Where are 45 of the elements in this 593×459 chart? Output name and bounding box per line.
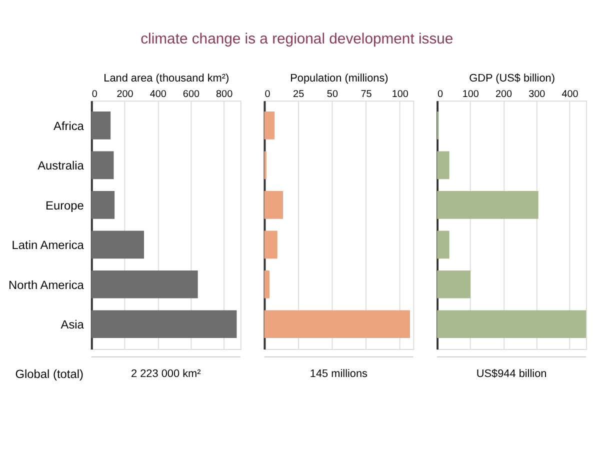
bar [437, 310, 586, 338]
x-tick-label: 0 [264, 89, 271, 100]
y-tick-label: North America [8, 278, 84, 292]
bar [91, 230, 144, 259]
bar [264, 310, 410, 338]
bar [91, 112, 111, 140]
bar [437, 151, 450, 180]
bar [91, 310, 237, 338]
x-tick-label: 0 [438, 89, 444, 100]
x-tick-label: 400 [562, 89, 579, 100]
text: Global (total) [15, 366, 84, 381]
x-tick-label: 400 [150, 89, 167, 100]
x-tick-label: 100 [392, 89, 409, 100]
bar [91, 270, 198, 298]
text: 145 millions [310, 368, 368, 380]
x-tick-label: 100 [462, 89, 480, 100]
x-tick-label: 25 [293, 89, 305, 100]
y-tick-label: Europe [46, 198, 84, 212]
y-tick-label: Africa [53, 118, 84, 133]
bar [437, 191, 538, 219]
y-tick-label: Australia [38, 158, 84, 173]
x-tick-label: 200 [116, 89, 134, 100]
x-tick-label: 200 [495, 89, 513, 100]
bar [91, 191, 115, 219]
text: 2 223 000 km² [131, 368, 202, 380]
bar [264, 230, 278, 259]
y-tick-label: Asia [60, 318, 84, 332]
bar [437, 270, 470, 298]
bar [437, 230, 450, 259]
bar [264, 112, 275, 140]
text: US$944 billion [476, 368, 547, 380]
bar [264, 270, 270, 298]
x-tick-label: 0 [92, 89, 98, 100]
x-axis-title: Land area (thousand km²) [104, 72, 230, 84]
x-tick-label: 50 [326, 89, 338, 100]
x-tick-label: 300 [528, 89, 546, 100]
text: climate change is a regional development issue [140, 32, 454, 48]
x-tick-label: 800 [216, 89, 234, 100]
bar [264, 191, 284, 219]
x-axis-title: GDP (US$ billion) [469, 72, 555, 84]
x-tick-label: 600 [182, 89, 200, 100]
bar [91, 151, 114, 180]
x-tick-label: 75 [360, 89, 372, 100]
y-tick-label: Latin America [12, 238, 84, 252]
x-axis-title: Population (millions) [290, 72, 388, 84]
